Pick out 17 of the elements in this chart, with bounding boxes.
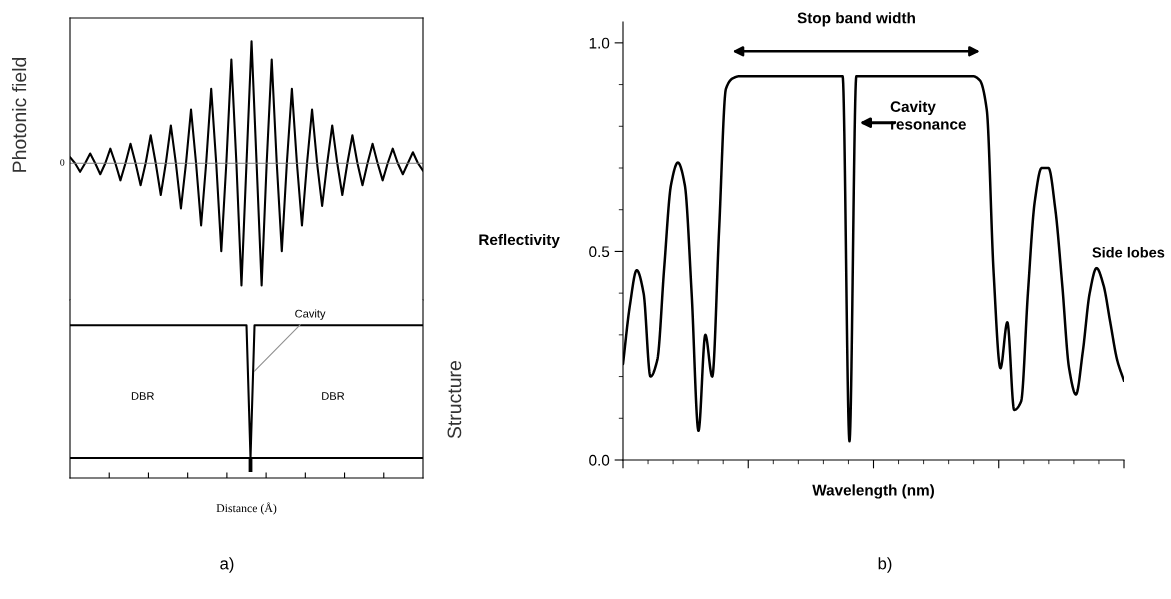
x-axis-title: Wavelength (nm) [812, 484, 934, 499]
annotation: Cavity resonance [890, 100, 966, 130]
text: a) [220, 557, 234, 573]
y-axis-title: Structure [447, 361, 462, 439]
annotation: Stop band width [797, 12, 915, 27]
x-axis-title: Distance (Å) [216, 502, 277, 515]
text: b) [878, 557, 892, 573]
y-tick-label: 1.0 [589, 37, 610, 49]
y-axis-title: Photonic field [11, 57, 27, 172]
y-tick-label: 0.0 [589, 454, 610, 466]
text: Cavity [295, 309, 326, 320]
y-tick-label: 0.5 [589, 246, 610, 258]
annotation: DBR [322, 392, 345, 400]
annotation: Side lobes [1092, 246, 1165, 258]
ref-line-label: 0 [60, 159, 65, 166]
annotation: DBR [131, 392, 154, 400]
y-axis-title: Reflectivity [479, 233, 560, 249]
